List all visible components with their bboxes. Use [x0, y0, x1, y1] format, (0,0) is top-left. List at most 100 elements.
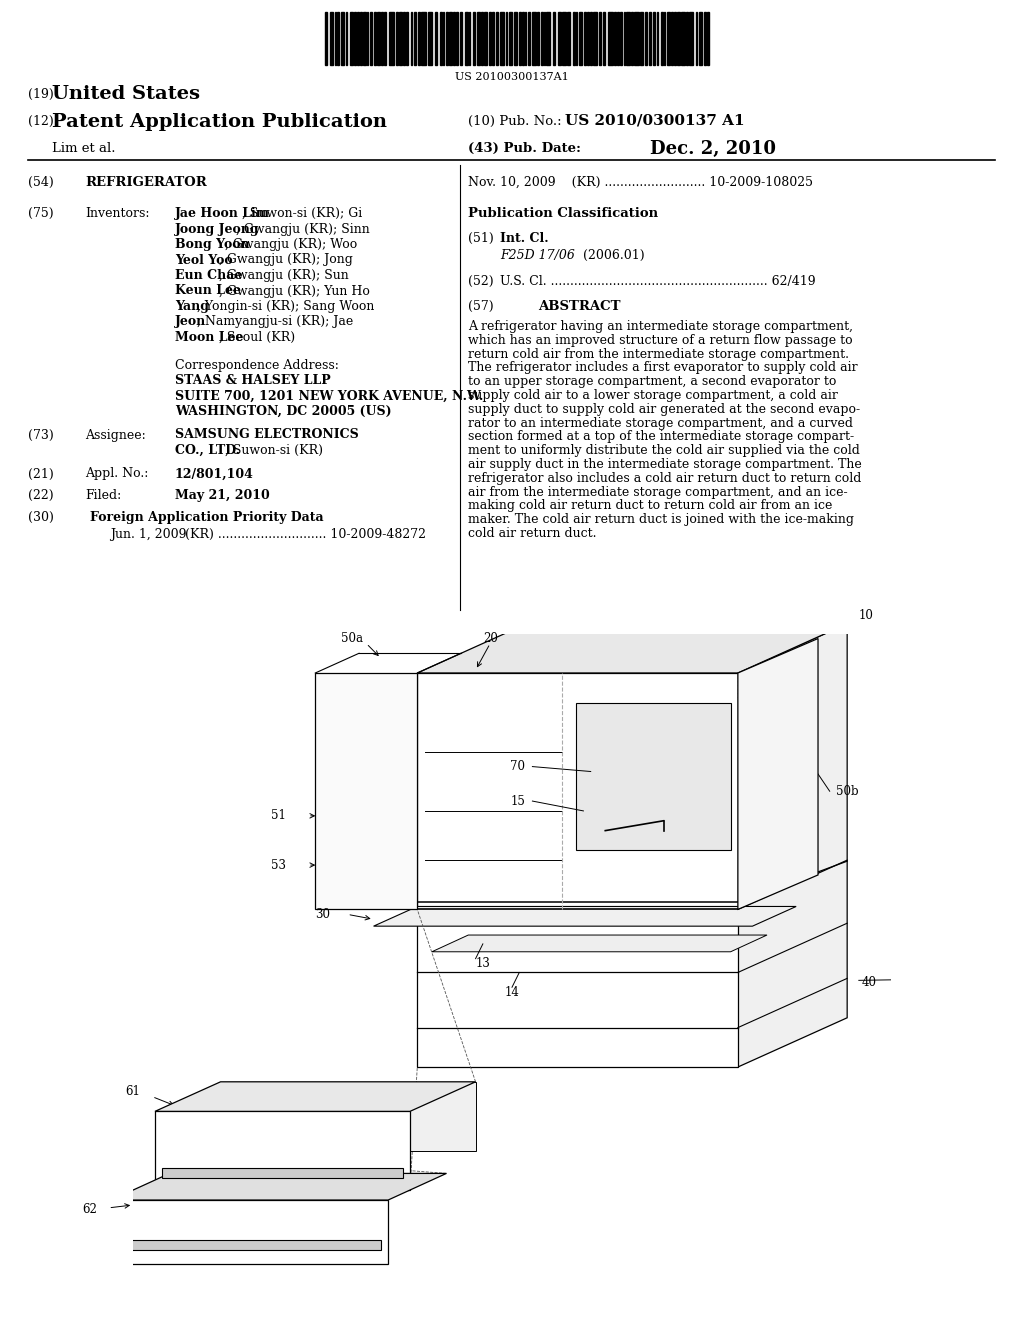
Text: Correspondence Address:: Correspondence Address:	[175, 359, 339, 371]
Text: (21): (21)	[28, 467, 53, 480]
Bar	[648, 12, 650, 65]
Text: , Suwon-si (KR): , Suwon-si (KR)	[225, 444, 323, 457]
Text: A refrigerator having an intermediate storage compartment,: A refrigerator having an intermediate st…	[468, 319, 853, 333]
Bar	[689, 12, 693, 65]
Polygon shape	[315, 673, 418, 909]
Text: Bong Yoon: Bong Yoon	[175, 238, 250, 251]
Text: Moon Lee: Moon Lee	[175, 331, 244, 345]
Bar	[460, 12, 462, 65]
Text: (54): (54)	[28, 176, 53, 189]
Text: Jeon: Jeon	[175, 315, 206, 329]
Bar	[440, 12, 441, 65]
Text: Jae Hoon Lim: Jae Hoon Lim	[175, 207, 270, 220]
Text: (30): (30)	[28, 511, 54, 524]
Bar	[518, 12, 520, 65]
Text: 13: 13	[475, 957, 490, 970]
Text: 51: 51	[271, 809, 286, 822]
Text: Appl. No.:: Appl. No.:	[85, 467, 148, 480]
Bar	[381, 12, 383, 65]
Text: (19): (19)	[28, 88, 53, 102]
Text: Joong Jeong: Joong Jeong	[175, 223, 260, 235]
Text: May 21, 2010: May 21, 2010	[175, 488, 269, 502]
Polygon shape	[577, 702, 730, 850]
Bar	[335, 12, 336, 65]
Bar	[445, 12, 447, 65]
Text: US 2010/0300137 A1: US 2010/0300137 A1	[565, 114, 744, 127]
Bar	[544, 12, 545, 65]
Bar	[567, 12, 570, 65]
Text: (75): (75)	[28, 207, 53, 220]
Bar	[667, 12, 670, 65]
Bar	[602, 12, 604, 65]
Bar	[541, 12, 543, 65]
Bar	[421, 12, 426, 65]
Bar	[496, 12, 498, 65]
Bar	[522, 12, 523, 65]
Text: 62: 62	[82, 1204, 96, 1216]
Text: Filed:: Filed:	[85, 488, 121, 502]
Text: , Gwangju (KR); Jong: , Gwangju (KR); Jong	[219, 253, 353, 267]
Bar	[325, 12, 327, 65]
Bar	[500, 12, 504, 65]
Text: 30: 30	[314, 908, 330, 921]
Bar	[572, 12, 574, 65]
Bar	[492, 12, 494, 65]
Text: WASHINGTON, DC 20005 (US): WASHINGTON, DC 20005 (US)	[175, 405, 391, 418]
Text: , Gwangju (KR); Woo: , Gwangju (KR); Woo	[225, 238, 357, 251]
Text: CO., LTD.: CO., LTD.	[175, 444, 240, 457]
Bar	[707, 12, 709, 65]
Bar	[607, 12, 612, 65]
Bar	[528, 12, 530, 65]
Bar	[652, 12, 655, 65]
Text: maker. The cold air return duct is joined with the ice-making: maker. The cold air return duct is joine…	[468, 513, 854, 527]
Text: 14: 14	[505, 986, 519, 999]
Text: Lim et al.: Lim et al.	[52, 143, 116, 154]
Bar	[472, 12, 475, 65]
Bar	[561, 12, 565, 65]
Bar	[626, 12, 630, 65]
Text: Nov. 10, 2009    (KR) .......................... 10-2009-108025: Nov. 10, 2009 (KR) .....................…	[468, 176, 813, 189]
Polygon shape	[112, 1200, 388, 1265]
Bar	[624, 12, 625, 65]
Text: supply cold air to a lower storage compartment, a cold air: supply cold air to a lower storage compa…	[468, 389, 838, 403]
Bar	[671, 12, 673, 65]
Bar	[489, 12, 490, 65]
Bar	[514, 12, 517, 65]
Text: 50b: 50b	[836, 784, 858, 797]
Bar	[645, 12, 646, 65]
Text: (2006.01): (2006.01)	[583, 249, 645, 261]
Bar	[590, 12, 592, 65]
Bar	[509, 12, 512, 65]
Polygon shape	[112, 1173, 446, 1200]
Polygon shape	[323, 862, 415, 880]
Text: (57): (57)	[468, 300, 494, 313]
Text: (10) Pub. No.:: (10) Pub. No.:	[468, 115, 561, 128]
Bar	[418, 12, 420, 65]
Text: supply duct to supply cold air generated at the second evapo-: supply duct to supply cold air generated…	[468, 403, 860, 416]
Text: cold air return duct.: cold air return duct.	[468, 527, 597, 540]
Text: , Namyangju-si (KR); Jae: , Namyangju-si (KR); Jae	[198, 315, 353, 329]
Polygon shape	[432, 935, 767, 952]
Bar	[481, 12, 483, 65]
Text: F25D 17/06: F25D 17/06	[500, 249, 574, 261]
Polygon shape	[162, 1168, 402, 1179]
Bar	[350, 12, 353, 65]
Text: which has an improved structure of a return flow passage to: which has an improved structure of a ret…	[468, 334, 853, 347]
Polygon shape	[738, 639, 818, 909]
Text: (KR) ............................ 10-2009-48272: (KR) ............................ 10-200…	[185, 528, 426, 541]
Bar	[360, 12, 362, 65]
Bar	[484, 12, 487, 65]
Bar	[634, 12, 639, 65]
Text: REFRIGERATOR: REFRIGERATOR	[85, 176, 207, 189]
Text: 61: 61	[126, 1085, 140, 1098]
Bar	[414, 12, 416, 65]
Bar	[617, 12, 618, 65]
Text: 10: 10	[859, 610, 873, 622]
Polygon shape	[155, 1082, 475, 1111]
Text: 50a: 50a	[341, 632, 362, 645]
Text: 70: 70	[510, 760, 525, 774]
Bar	[640, 12, 642, 65]
Bar	[579, 12, 582, 65]
Bar	[695, 12, 697, 65]
Polygon shape	[418, 673, 738, 1067]
